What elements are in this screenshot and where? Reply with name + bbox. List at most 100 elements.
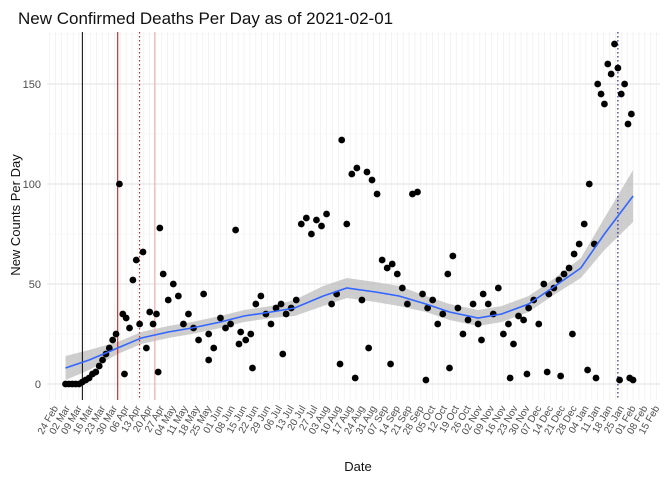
data-point [383, 264, 391, 272]
data-point [584, 366, 591, 374]
data-point [499, 330, 507, 338]
data-point [348, 170, 356, 178]
x-axis-title: Date [344, 459, 371, 474]
data-point [277, 300, 285, 308]
data-point [353, 164, 361, 172]
data-point [543, 368, 551, 376]
data-point [302, 214, 310, 222]
data-point [205, 330, 213, 338]
data-point [525, 304, 533, 312]
data-point [434, 320, 442, 328]
smooth-line [65, 195, 634, 369]
data-point [474, 320, 482, 328]
data-point [307, 230, 315, 238]
y-tick-label: 150 [23, 79, 41, 91]
data-point [592, 374, 600, 382]
smooth-confidence-band [65, 170, 634, 380]
data-point [159, 270, 167, 278]
data-point [279, 350, 287, 358]
data-point [624, 120, 632, 128]
data-point [99, 356, 106, 364]
smooth-line-layer [65, 195, 634, 369]
data-point [446, 364, 453, 372]
points-layer [62, 40, 637, 388]
data-point [439, 310, 447, 318]
data-point [478, 336, 485, 344]
data-point [616, 376, 623, 384]
data-point [105, 344, 113, 352]
data-point [627, 110, 635, 118]
data-point [597, 90, 605, 98]
data-point [272, 304, 280, 312]
data-point [227, 320, 234, 328]
data-point [169, 280, 177, 288]
data-point [323, 210, 330, 218]
data-point [363, 168, 371, 176]
data-point [419, 290, 426, 298]
data-point [174, 292, 182, 300]
data-point [153, 310, 160, 318]
data-point [594, 80, 602, 88]
data-point [449, 252, 457, 260]
data-point [282, 310, 290, 318]
data-point [617, 90, 625, 98]
data-point [358, 296, 366, 304]
data-point [540, 280, 548, 288]
grid [47, 32, 660, 400]
data-point [505, 320, 512, 328]
y-tick-label: 50 [29, 279, 41, 291]
data-point [506, 374, 514, 382]
data-point [479, 290, 487, 298]
data-point [156, 224, 164, 232]
data-point [469, 300, 477, 308]
data-point [142, 344, 150, 352]
data-point [129, 276, 137, 284]
data-point [398, 284, 406, 292]
data-point [611, 40, 618, 48]
data-point [535, 320, 543, 328]
data-point [126, 324, 133, 332]
data-point [136, 320, 144, 328]
data-point [164, 296, 172, 304]
data-point [338, 136, 346, 144]
data-point [232, 226, 240, 234]
data-point [200, 290, 208, 298]
data-point [235, 340, 243, 348]
data-point [267, 320, 275, 328]
data-point [121, 370, 128, 378]
data-point [237, 328, 245, 336]
data-point [122, 314, 130, 322]
data-point [112, 330, 120, 338]
data-point [414, 188, 421, 196]
data-point [626, 374, 634, 382]
data-point [154, 368, 162, 376]
data-point [444, 270, 452, 278]
data-point [365, 344, 373, 352]
data-point [205, 356, 213, 364]
data-point [570, 250, 578, 258]
data-point [601, 100, 608, 108]
data-point [607, 70, 615, 78]
data-point [424, 304, 431, 312]
data-point [510, 340, 517, 348]
y-tick-label: 0 [35, 379, 41, 391]
data-point [328, 300, 336, 308]
data-point [109, 336, 117, 344]
data-point [580, 220, 588, 228]
data-point [195, 336, 202, 344]
data-point [318, 222, 325, 230]
data-point [387, 360, 394, 368]
data-point [139, 248, 147, 256]
data-point [378, 256, 386, 264]
data-point [222, 324, 229, 332]
data-point [429, 296, 437, 304]
data-point [185, 310, 192, 318]
data-point [621, 80, 629, 88]
data-point [557, 372, 565, 380]
data-point [575, 240, 583, 248]
data-point [146, 308, 154, 316]
smooth-band-layer [65, 170, 634, 380]
data-point [422, 376, 430, 384]
data-point [343, 220, 351, 228]
